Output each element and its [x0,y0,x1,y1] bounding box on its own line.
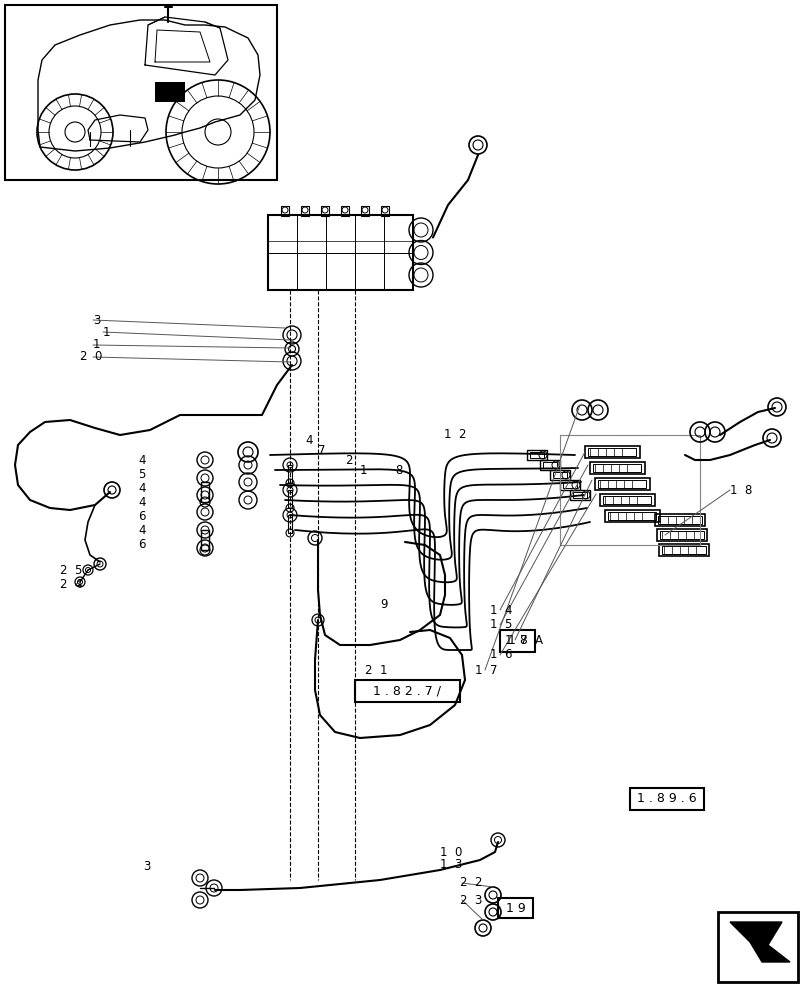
Bar [201,482,208,502]
Text: 1  5: 1 5 [489,618,512,632]
Bar [497,898,532,918]
Text: 8: 8 [394,464,402,477]
Text: 6: 6 [138,510,145,522]
Text: 2  2: 2 2 [460,876,482,890]
Text: 2  0: 2 0 [80,351,102,363]
Text: 1: 1 [359,464,367,477]
Bar [607,512,655,520]
Text: 1  0: 1 0 [440,846,461,858]
Text: 1: 1 [103,326,110,338]
Text: 4: 4 [138,524,145,536]
Text: 4: 4 [138,495,145,508]
Text: 1 8: 1 8 [507,635,527,648]
Text: 1 . 8 2 . 7 /: 1 . 8 2 . 7 / [373,684,441,698]
Bar [659,531,703,539]
Text: 1  8: 1 8 [729,484,752,496]
Bar [281,206,289,216]
Text: 6: 6 [138,538,145,550]
Text: 1  3: 1 3 [440,858,461,871]
Bar [526,450,547,460]
Text: 1  6: 1 6 [489,648,512,662]
Bar [530,452,543,458]
Bar [543,462,556,468]
Text: 2: 2 [345,454,352,466]
Bar [717,912,797,982]
Bar [584,446,639,458]
Bar [539,460,560,470]
Bar [592,464,640,472]
Bar [562,482,577,488]
Bar [155,82,185,102]
Bar [500,630,534,652]
Bar [587,448,635,456]
Bar [361,206,368,216]
Bar [569,490,590,500]
Bar [560,480,579,490]
Text: 2  4: 2 4 [60,578,83,591]
Bar [288,490,292,508]
Text: 5: 5 [138,468,145,481]
Text: 1  2: 1 2 [444,428,466,442]
Bar [549,470,569,480]
Bar [341,206,349,216]
Bar [604,510,659,522]
Bar [599,494,654,506]
Bar [594,478,649,490]
Text: 1  7: 1 7 [474,664,497,676]
Text: 4: 4 [138,482,145,494]
Text: 3: 3 [93,314,101,326]
Bar [590,462,644,474]
Text: 2  5: 2 5 [60,564,82,576]
Text: 1  7  A: 1 7 A [504,634,543,647]
Bar [301,206,309,216]
Text: 3: 3 [143,860,150,874]
Bar [288,515,292,533]
Bar [657,516,702,524]
Text: 1  4: 1 4 [489,603,512,616]
Polygon shape [729,922,789,962]
Bar [5,5,277,180]
Bar [268,215,413,290]
Text: 4: 4 [138,454,145,466]
Text: 1 9: 1 9 [505,902,525,914]
Text: 1 . 8 9 . 6: 1 . 8 9 . 6 [637,792,696,806]
Text: 2  3: 2 3 [460,894,482,906]
Bar [380,206,388,216]
Text: 1: 1 [93,338,101,352]
Bar [354,680,460,702]
Text: 7: 7 [318,444,325,456]
Text: 4: 4 [305,434,312,446]
Bar [573,492,586,498]
Text: 9: 9 [380,598,387,611]
Bar [288,465,292,483]
Bar [552,472,566,478]
Bar [320,206,328,216]
Text: 2  1: 2 1 [365,664,387,676]
Bar [597,480,646,488]
Bar [654,514,704,526]
Bar [661,546,705,554]
Bar [201,530,208,550]
Bar [656,529,706,541]
Bar [603,496,650,504]
Bar [629,788,703,810]
Bar [659,544,708,556]
